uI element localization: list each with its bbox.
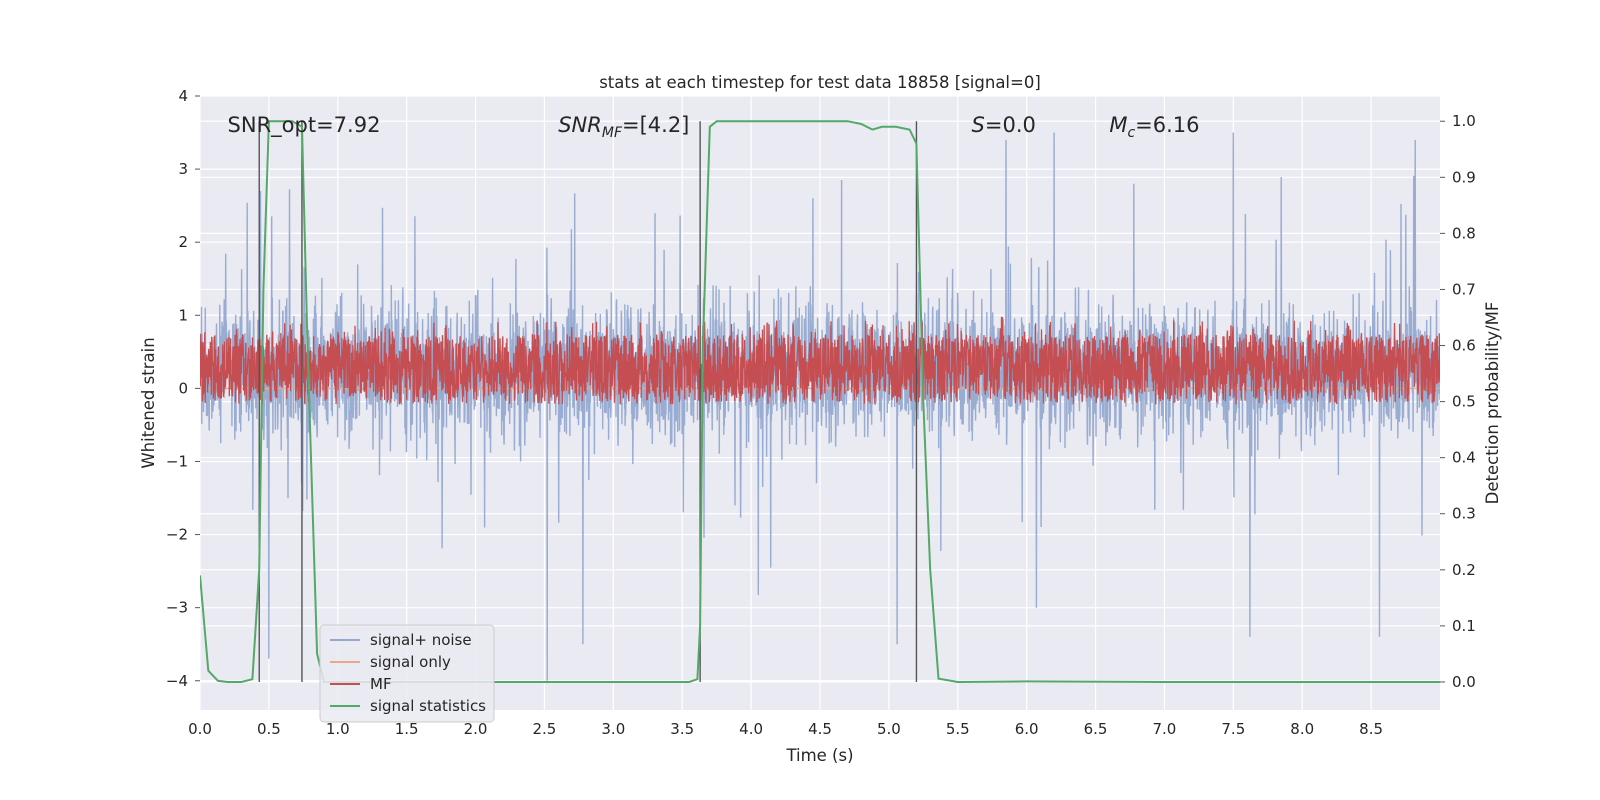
legend-label-noise: signal+ noise: [370, 631, 472, 649]
x-axis-label: Time (s): [785, 746, 853, 765]
mf-line: [200, 316, 1440, 405]
y-tick-label: −1: [166, 452, 188, 470]
x-tick-label: 3.0: [601, 720, 625, 738]
x-tick-label: 7.0: [1153, 720, 1177, 738]
x-tick-label: 8.0: [1290, 720, 1314, 738]
y-tick-label: 2: [178, 233, 188, 251]
signal-statistics-series: [200, 120, 1440, 684]
y-right-tick-label: 0.7: [1452, 280, 1476, 298]
y-tick-label: −3: [166, 599, 188, 617]
x-tick-label: 2.0: [464, 720, 488, 738]
y-right-tick-label: 0.1: [1452, 617, 1476, 635]
y-tick-label: 0: [178, 379, 188, 397]
y-tick-label: −2: [166, 526, 188, 544]
annotation-text: Mc=6.16: [1109, 113, 1199, 141]
y-axis-label: Whitened strain: [139, 337, 158, 468]
x-tick-label: 8.5: [1359, 720, 1383, 738]
y-right-tick-label: 0.0: [1452, 673, 1476, 691]
x-tick-label: 4.0: [739, 720, 763, 738]
y-tick-label: 1: [178, 306, 188, 324]
y-tick-label: 3: [178, 160, 188, 178]
y-right-tick-label: 0.2: [1452, 561, 1476, 579]
legend-box: [319, 624, 495, 723]
y-right-axis-ticks: 1.0 0.9 0.8 0.7 0.6 0.5 0.4 0.3 0.2 0.1 0.0: [1440, 112, 1476, 691]
chart-title: stats at each timestep for test data 188…: [599, 73, 1041, 92]
x-tick-label: 6.5: [1084, 720, 1108, 738]
y-right-tick-label: 0.8: [1452, 224, 1476, 242]
annotation-text: S=0.0: [972, 113, 1036, 137]
y-tick-label: 4: [178, 87, 188, 105]
y-right-tick-label: 1.0: [1452, 112, 1476, 130]
x-tick-label: 4.5: [808, 720, 832, 738]
mf-series: [200, 316, 1440, 405]
x-tick-label: 5.0: [877, 720, 901, 738]
x-tick-label: 0.5: [257, 720, 281, 738]
y-right-tick-label: 0.3: [1452, 505, 1476, 523]
x-tick-label: 5.5: [946, 720, 970, 738]
y-tick-label: −4: [166, 672, 188, 690]
x-tick-label: 2.5: [533, 720, 557, 738]
legend-label-mf: MF: [370, 675, 392, 693]
x-tick-label: 1.0: [326, 720, 350, 738]
x-axis-ticks: 0.0 0.5 1.0 1.5 2.0 2.5 3.0 3.5 4.0 4.5 5.0 5.5 6.0 6…: [188, 720, 1383, 738]
signal-statistics-line: [200, 120, 1440, 684]
annotation-text: SNRMF=[4.2]: [558, 113, 689, 141]
x-tick-label: 1.5: [395, 720, 419, 738]
legend-label-stats: signal statistics: [370, 697, 486, 715]
y-right-tick-label: 0.9: [1452, 168, 1476, 186]
annotations: SNR_opt=7.92 SNRMF=[4.2] S=0.0 Mc=6.16: [228, 113, 1200, 141]
annotation-text: SNR_opt=7.92: [228, 113, 381, 138]
y-right-tick-label: 0.4: [1452, 449, 1476, 467]
legend: signal+ noise signal only MF signal stat…: [319, 624, 495, 723]
x-tick-label: 6.0: [1015, 720, 1039, 738]
legend-label-signal-only: signal only: [370, 653, 451, 671]
y-right-axis-label: Detection probability/MF: [1483, 302, 1502, 505]
x-tick-label: 0.0: [188, 720, 212, 738]
x-tick-label: 7.5: [1221, 720, 1245, 738]
x-tick-label: 3.5: [670, 720, 694, 738]
y-right-tick-label: 0.5: [1452, 393, 1476, 411]
y-axis-ticks: 4 3 2 1 0 −1 −2 −3 −4: [166, 87, 200, 690]
y-right-tick-label: 0.6: [1452, 337, 1476, 355]
